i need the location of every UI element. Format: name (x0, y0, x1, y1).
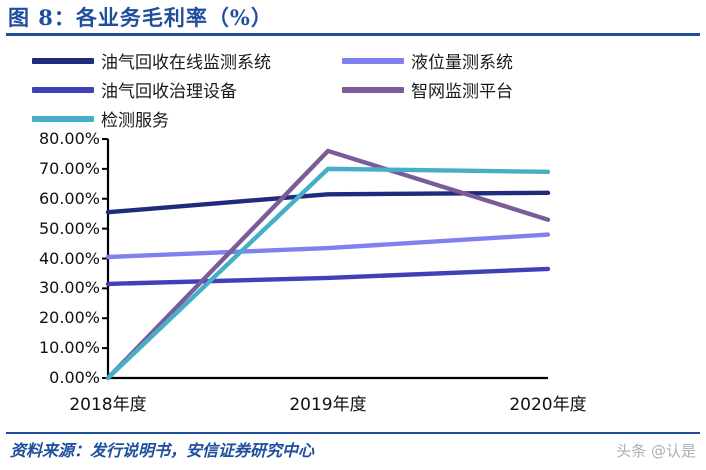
legend-label-2: 检测服务 (101, 111, 169, 131)
legend-item-4: 智网监测平台 (342, 77, 513, 102)
series-line-2 (105, 232, 551, 260)
legend-label-1: 油气回收治理设备 (101, 82, 237, 102)
y-tick-label-7: 10.00% (38, 338, 100, 358)
legend-item-2: 检测服务 (32, 106, 169, 131)
title-divider (6, 33, 700, 36)
legend-label-4: 智网监测平台 (411, 82, 513, 102)
y-tick-label-5: 30.00% (38, 278, 100, 298)
y-tick-label-4: 40.00% (38, 248, 100, 268)
legend-item-0: 油气回收在线监测系统 (32, 48, 271, 73)
x-tick-label-0: 2018年度 (69, 395, 147, 415)
series-line-1 (105, 266, 551, 287)
y-tick-label-8: 0.00% (49, 368, 100, 387)
x-tick-label-1: 2019年度 (289, 395, 367, 415)
legend-swatch-icon-0 (32, 57, 94, 64)
page-title: 图 8：各业务毛利率（%） (8, 5, 273, 30)
chart-legend: 油气回收在线监测系统 油气回收治理设备 检测服务 液位量测系统 智网监测平台 (0, 40, 706, 131)
series-line-3 (105, 148, 551, 381)
watermark-label: 头条 @认是 (616, 442, 696, 460)
series-line-0 (105, 190, 551, 215)
legend-item-1: 油气回收治理设备 (32, 77, 237, 102)
legend-swatch-icon-3 (342, 57, 404, 64)
legend-swatch-icon-2 (32, 115, 94, 122)
series-line-4 (105, 166, 551, 381)
y-tick-label-2: 60.00% (38, 188, 100, 208)
legend-label-0: 油气回收在线监测系统 (101, 53, 271, 73)
legend-item-3: 液位量测系统 (342, 48, 513, 73)
y-tick-label-1: 70.00% (38, 158, 100, 178)
y-tick-label-0: 80.00% (38, 129, 100, 148)
x-tick-label-2: 2020年度 (509, 395, 587, 415)
y-tick-label-3: 50.00% (38, 218, 100, 238)
footer-divider (6, 432, 700, 434)
y-tick-label-6: 20.00% (38, 308, 100, 328)
source-note: 资料来源：发行说明书，安信证券研究中心 (10, 441, 315, 460)
legend-label-3: 液位量测系统 (411, 53, 513, 73)
legend-swatch-icon-1 (32, 86, 94, 93)
legend-swatch-icon-4 (342, 86, 404, 93)
